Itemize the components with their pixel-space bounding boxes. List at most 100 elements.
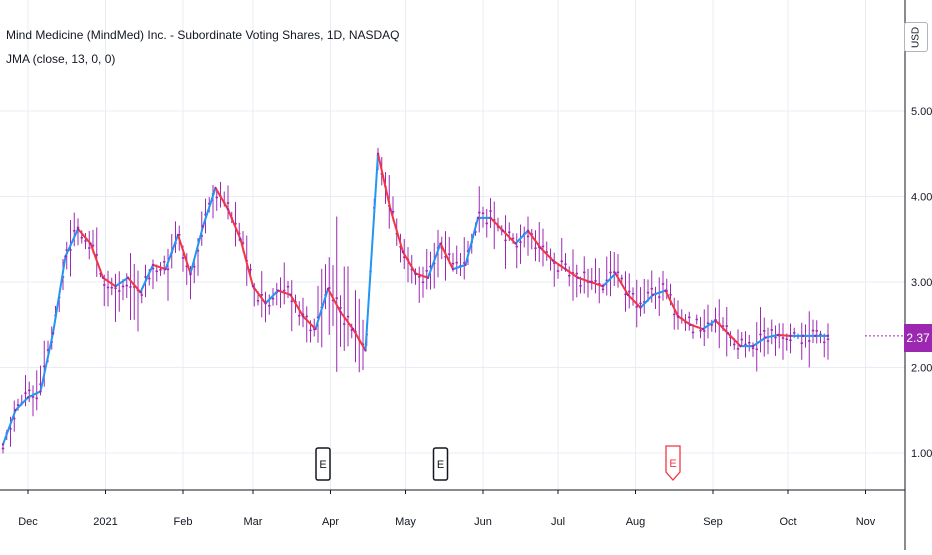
data-point bbox=[152, 264, 154, 266]
jma-segment bbox=[476, 218, 479, 227]
earnings-marker[interactable]: E bbox=[316, 448, 330, 480]
currency-button[interactable]: USD bbox=[904, 22, 928, 52]
price-tick-label: 1.00 bbox=[911, 448, 932, 460]
data-point bbox=[377, 153, 379, 155]
jma-segment bbox=[6, 431, 9, 438]
jma-segment bbox=[321, 305, 324, 313]
data-point bbox=[414, 272, 416, 274]
time-tick-label: Aug bbox=[626, 516, 646, 528]
time-tick-label: May bbox=[395, 516, 416, 528]
data-point bbox=[539, 247, 541, 249]
grid bbox=[0, 0, 905, 490]
time-tick-label: Dec bbox=[18, 516, 38, 528]
data-point bbox=[577, 277, 579, 279]
time-tick-label: Apr bbox=[322, 516, 339, 528]
data-point bbox=[214, 187, 216, 189]
data-point bbox=[627, 294, 629, 296]
jma-segment bbox=[53, 318, 56, 333]
time-tick-label: Oct bbox=[779, 516, 796, 528]
data-point bbox=[227, 208, 229, 210]
data-point bbox=[664, 289, 666, 291]
jma-segment bbox=[393, 218, 396, 227]
jma-segment bbox=[93, 250, 96, 257]
data-point bbox=[239, 238, 241, 240]
data-point bbox=[764, 336, 766, 338]
jma-segment bbox=[198, 236, 201, 245]
price-tick-label: 4.00 bbox=[911, 192, 932, 204]
jma-segment bbox=[96, 257, 99, 264]
jma-segment bbox=[171, 249, 174, 256]
data-point bbox=[552, 259, 554, 261]
time-tick-label: 2021 bbox=[93, 516, 117, 528]
earnings-marker[interactable]: E bbox=[434, 448, 448, 480]
jma-segment bbox=[376, 154, 379, 193]
time-tick-label: Jun bbox=[474, 516, 492, 528]
data-point bbox=[427, 277, 429, 279]
data-point bbox=[352, 328, 354, 330]
jma-segment bbox=[193, 255, 196, 264]
data-point bbox=[202, 225, 204, 227]
data-point bbox=[364, 349, 366, 351]
data-point bbox=[402, 251, 404, 253]
time-tick-label: Sep bbox=[703, 516, 723, 528]
data-point bbox=[289, 294, 291, 296]
data-point bbox=[777, 334, 779, 336]
jma-segment bbox=[98, 264, 101, 271]
data-point bbox=[52, 332, 54, 334]
data-point bbox=[389, 208, 391, 210]
jma-segment bbox=[388, 198, 391, 209]
data-point bbox=[314, 328, 316, 330]
data-point bbox=[739, 345, 741, 347]
data-point bbox=[252, 285, 254, 287]
earnings-marker[interactable]: E bbox=[666, 446, 680, 480]
jma-segment bbox=[58, 287, 61, 302]
jma-segment bbox=[368, 272, 371, 311]
data-point bbox=[77, 228, 79, 230]
jma-segment bbox=[373, 193, 376, 232]
data-point bbox=[477, 217, 479, 219]
data-point bbox=[39, 390, 41, 392]
data-point bbox=[589, 281, 591, 283]
data-point bbox=[827, 335, 829, 337]
jma-segment bbox=[471, 237, 474, 246]
data-point bbox=[164, 268, 166, 270]
jma-segment bbox=[56, 303, 59, 318]
data-point bbox=[2, 443, 4, 445]
price-tick-label: 2.00 bbox=[911, 363, 932, 375]
data-point bbox=[489, 217, 491, 219]
data-point bbox=[14, 409, 16, 411]
time-tick-label: Jul bbox=[551, 516, 565, 528]
jma-segment bbox=[178, 235, 181, 243]
data-point bbox=[439, 242, 441, 244]
indicator-label[interactable]: JMA (close, 13, 0, 0) bbox=[6, 52, 115, 66]
earnings-label: E bbox=[669, 458, 676, 470]
data-point bbox=[689, 324, 691, 326]
data-point bbox=[139, 291, 141, 293]
data-point bbox=[677, 315, 679, 317]
data-point bbox=[614, 272, 616, 274]
chart-title: Mind Medicine (MindMed) Inc. - Subordina… bbox=[6, 28, 400, 42]
earnings-label: E bbox=[437, 459, 444, 471]
jma-segment bbox=[371, 232, 374, 271]
data-point bbox=[452, 268, 454, 270]
data-point bbox=[27, 396, 29, 398]
data-point bbox=[702, 328, 704, 330]
data-point bbox=[64, 255, 66, 257]
data-point bbox=[264, 302, 266, 304]
jma-segment bbox=[63, 256, 66, 271]
data-point bbox=[189, 272, 191, 274]
price-tick-label: 5.00 bbox=[911, 106, 932, 118]
earnings-label: E bbox=[319, 459, 326, 471]
data-point bbox=[102, 277, 104, 279]
data-point bbox=[727, 332, 729, 334]
data-point bbox=[564, 268, 566, 270]
time-tick-label: Feb bbox=[174, 516, 193, 528]
jma-segment bbox=[246, 258, 249, 267]
last-price-badge: 2.37 bbox=[904, 324, 932, 352]
jma-segment bbox=[243, 249, 246, 258]
data-point bbox=[527, 230, 529, 232]
data-point bbox=[639, 306, 641, 308]
data-point bbox=[327, 288, 329, 290]
